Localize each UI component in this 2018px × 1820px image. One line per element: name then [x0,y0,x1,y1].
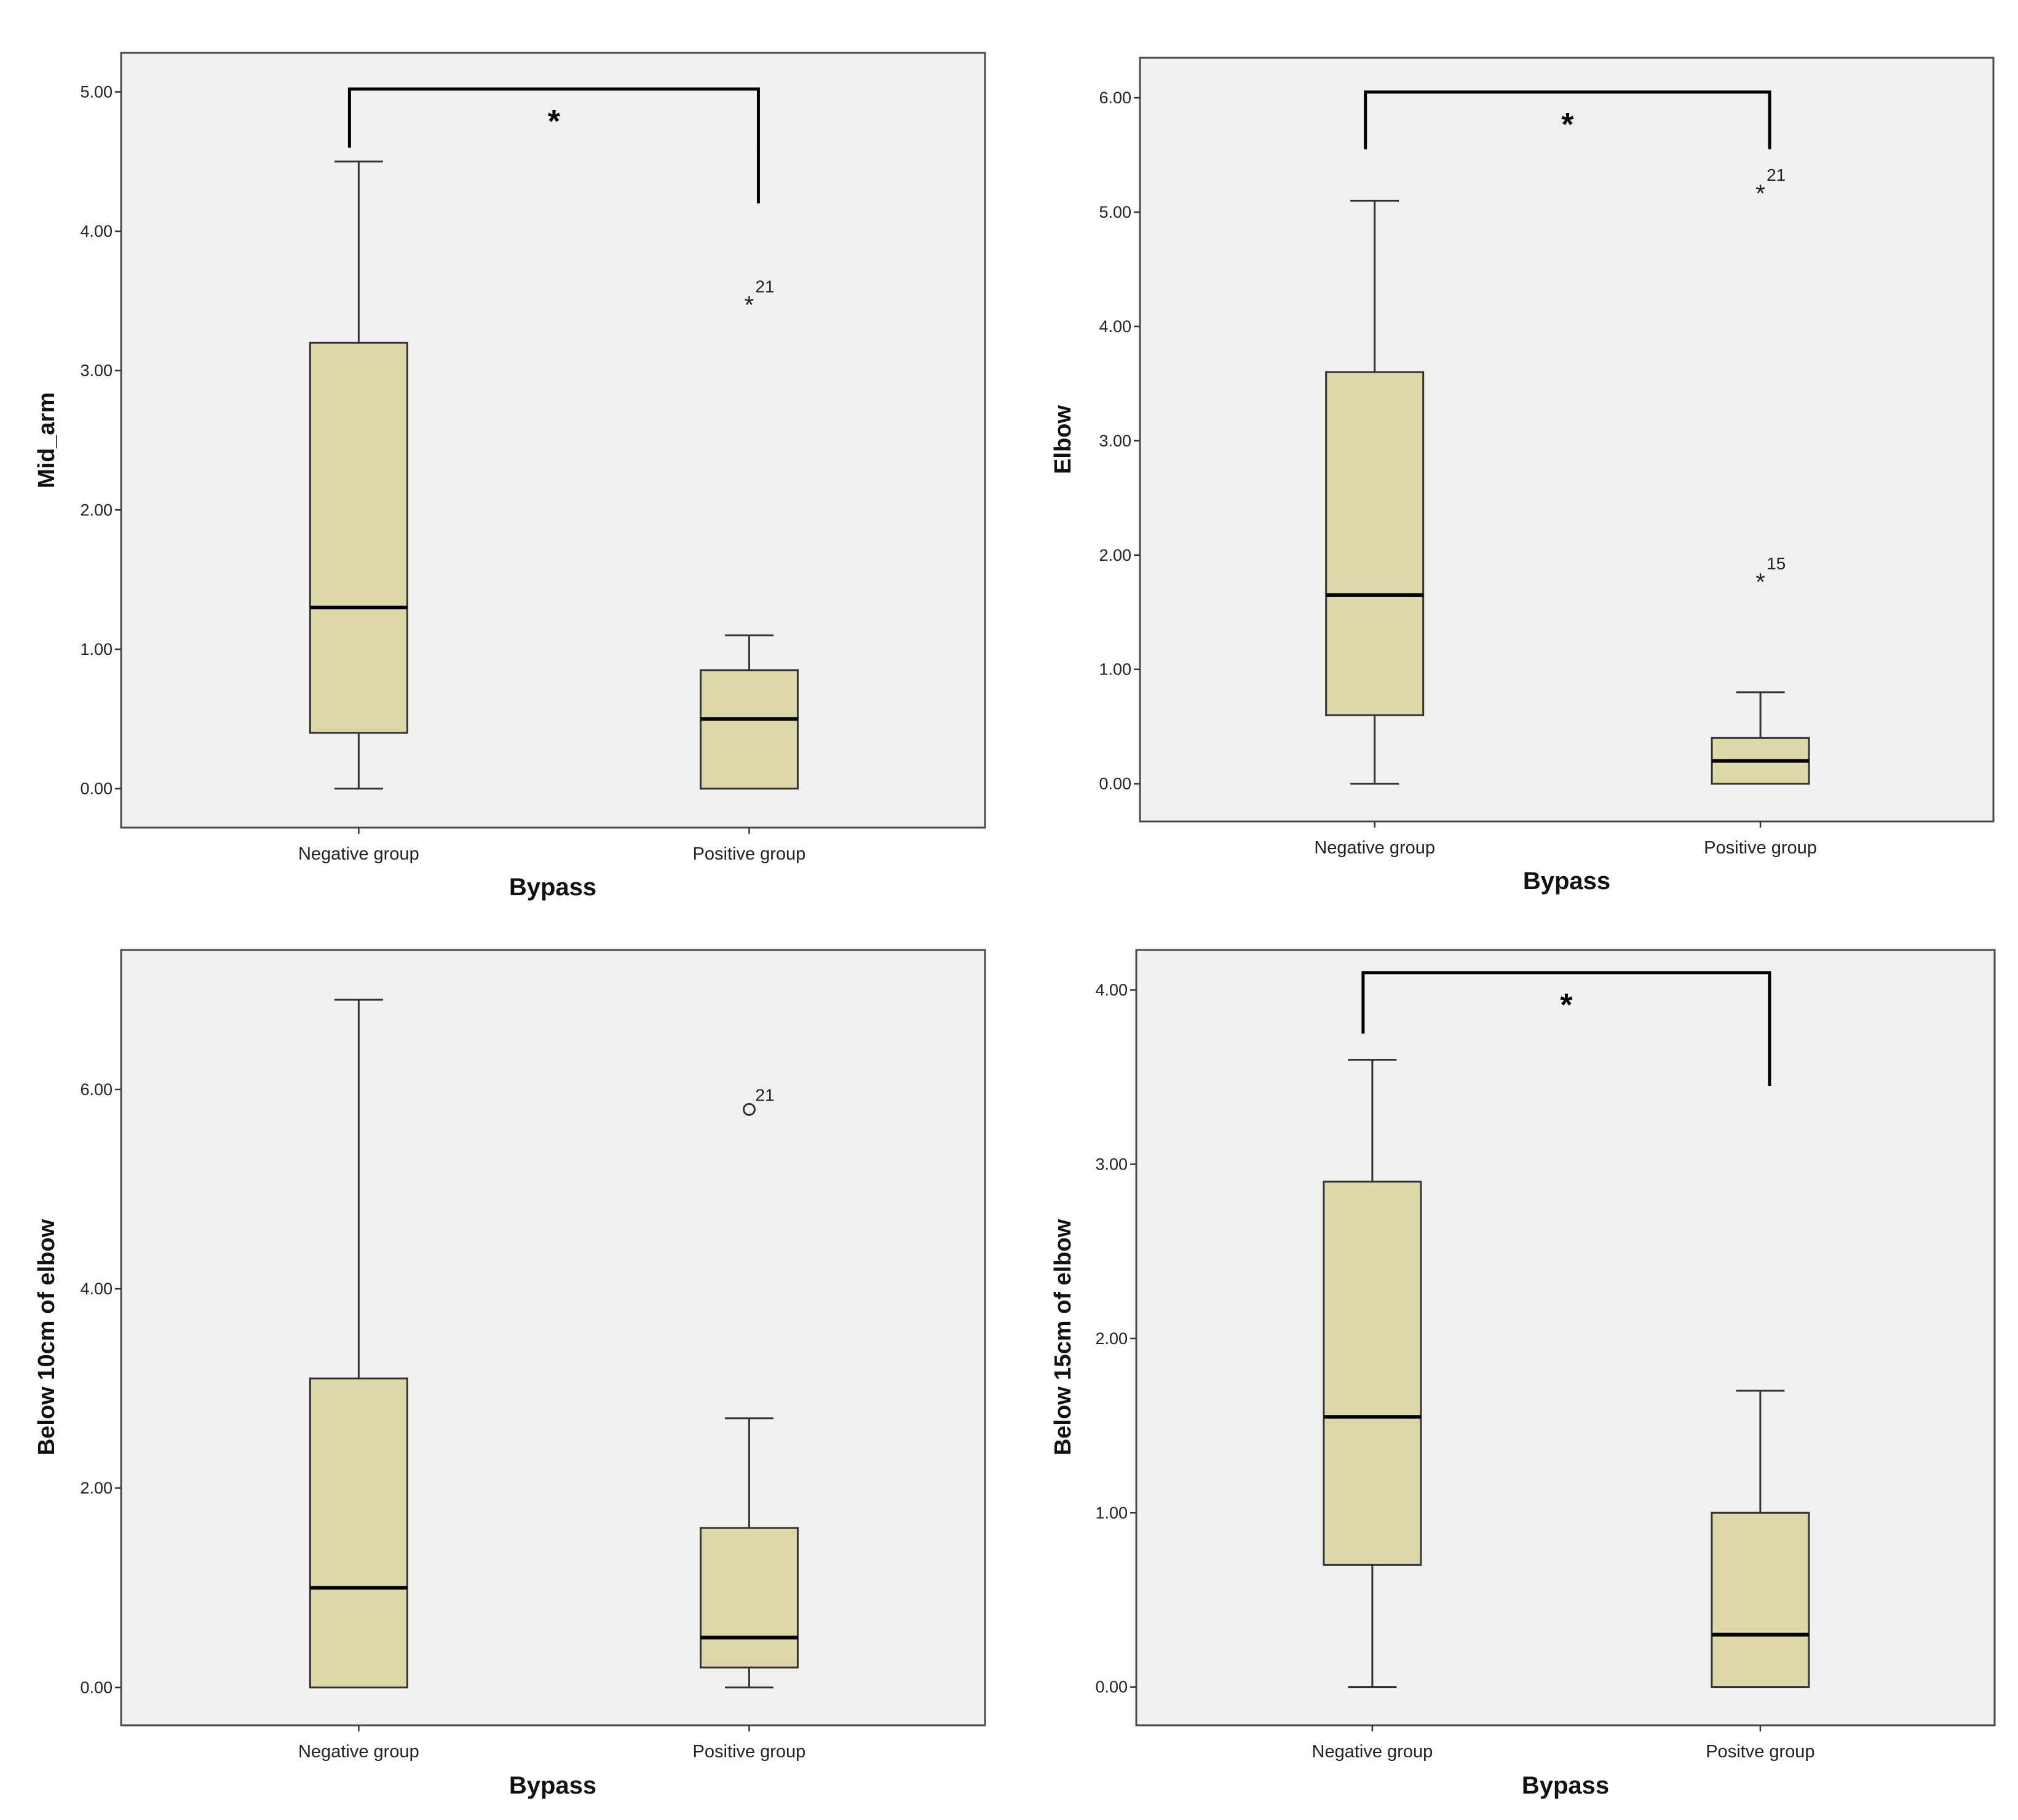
y-tick-label: 4.00 [1099,317,1131,336]
boxplot-elbow: 0.00 1.00 2.00 3.00 4.00 5.00 6.00 Negative gro… [1050,57,1995,895]
significance-star: * [548,104,561,140]
x-category-label: Negative group [1314,838,1435,858]
y-tick-label: 0.00 [1095,1678,1128,1696]
plot-area [1135,949,1996,1727]
significance-bracket [347,87,760,204]
y-tick-label: 4.00 [1095,981,1128,999]
chart-panel-below-15cm: 0.00 1.00 2.00 3.00 4.00 Negative group Positv… [1009,910,2018,1819]
chart-marks: 0.00 2.00 4.00 6.00 Negative group Positive g… [80,999,806,1762]
x-category-label: Positive group [693,1742,806,1762]
y-tick-label: 0.00 [80,1678,113,1696]
y-tick-label: 3.00 [1095,1155,1128,1174]
outlier-circle [742,1102,756,1116]
x-axis-title: Bypass [509,874,596,901]
chart-marks: 0.00 1.00 2.00 3.00 4.00 5.00 6.00 Negative gro… [1099,89,1817,858]
x-axis-title: Bypass [509,1772,596,1799]
y-axis-title: Elbow [1050,405,1076,474]
chart-panel-below-10cm: 0.00 2.00 4.00 6.00 Negative group Positive g… [0,910,1009,1819]
significance-star: * [1561,107,1574,143]
x-category-label: Positive group [1704,838,1817,858]
significance-star: * [1560,987,1573,1023]
y-tick-label: 0.00 [80,780,113,798]
y-tick-label: 5.00 [1099,203,1131,221]
y-tick-label: 3.00 [1099,432,1131,450]
chart-marks: 0.00 1.00 2.00 3.00 4.00 Negative group Positv… [1095,971,1815,1762]
iqr-box [699,1527,799,1669]
x-category-label: Positve group [1706,1742,1814,1762]
y-tick-label: 2.00 [1095,1329,1128,1348]
x-category-label: Negative group [1312,1742,1433,1762]
y-tick-label: 4.00 [80,1280,113,1298]
x-axis-title: Bypass [1523,868,1610,895]
iqr-box [1325,371,1425,716]
y-tick-label: 2.00 [1099,546,1131,564]
y-tick-label: 4.00 [80,222,113,240]
outlier-label: 21 [755,1085,774,1104]
y-tick-label: 6.00 [80,1080,113,1099]
outlier-star: * [745,291,754,318]
y-tick-label: 2.00 [80,1479,113,1497]
y-axis-title: Mid_arm [34,392,60,488]
y-tick-label: 6.00 [1099,89,1131,107]
iqr-box [1323,1181,1422,1566]
y-tick-label: 1.00 [1095,1503,1128,1522]
x-category-label: Positive group [693,844,806,864]
outlier-label: 15 [1767,554,1786,573]
y-tick-label: 2.00 [80,501,113,519]
x-category-label: Negative group [298,1742,419,1762]
iqr-box [309,1377,408,1688]
iqr-box [699,669,799,790]
plot-area [120,52,986,829]
outlier-star: * [1755,569,1765,596]
y-tick-label: 1.00 [80,640,113,659]
outlier-label: 21 [1767,165,1786,184]
y-tick-label: 3.00 [80,362,113,380]
plot-area [1139,57,1995,823]
boxplot-below-15cm: 0.00 1.00 2.00 3.00 4.00 Negative group Positv… [1050,949,1996,1799]
y-tick-label: 1.00 [1099,660,1131,679]
chart-marks: 0.00 1.00 2.00 3.00 4.00 5.00 Negative group Po… [80,82,805,864]
x-category-label: Negative group [298,844,419,864]
significance-bracket [1364,90,1771,149]
chart-panel-mid-arm: 0.00 1.00 2.00 3.00 4.00 5.00 Negative group Po… [0,0,1009,910]
y-tick-label: 0.00 [1099,775,1131,793]
outlier-star: * [1755,180,1765,207]
y-axis-title: Below 15cm of elbow [1050,1219,1076,1455]
iqr-box [309,341,408,734]
iqr-box [1711,1511,1810,1688]
y-axis-title: Below 10cm of elbow [34,1219,60,1455]
boxplot-below-10cm: 0.00 2.00 4.00 6.00 Negative group Positive g… [34,949,986,1799]
outlier-label: 21 [755,277,774,296]
chart-panel-elbow: 0.00 1.00 2.00 3.00 4.00 5.00 6.00 Negative gro… [1009,0,2018,910]
plot-area [120,949,986,1727]
significance-bracket [1361,971,1771,1086]
y-tick-label: 5.00 [80,82,113,101]
boxplot-mid-arm: 0.00 1.00 2.00 3.00 4.00 5.00 Negative group Po… [34,52,986,901]
x-axis-title: Bypass [1522,1772,1609,1799]
